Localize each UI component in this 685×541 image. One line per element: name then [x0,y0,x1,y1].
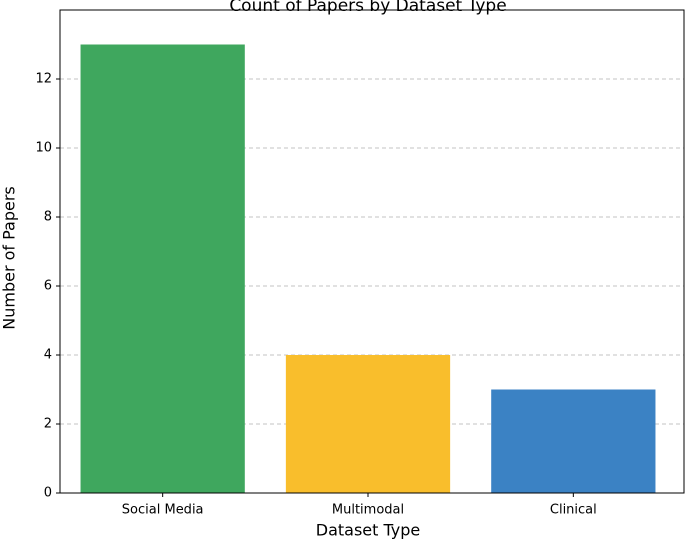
bar [491,389,656,493]
plot-frame [59,9,685,494]
y-axis-label: Number of Papers [0,186,19,330]
y-tick-label: 4 [44,348,52,363]
bar [80,44,245,493]
chart-title: Count of Papers by Dataset Type [229,0,506,16]
y-tick-label: 8 [44,210,52,225]
y-tick-label: 10 [35,141,52,156]
x-axis-label: Dataset Type [316,521,421,540]
bar [285,355,451,493]
y-tick-label: 6 [44,279,52,294]
x-tick-label: Multimodal [332,503,404,518]
y-tick-label: 12 [35,72,52,87]
x-tick-label: Social Media [122,503,204,518]
y-tick-label: 0 [44,486,52,501]
x-tick-label: Clinical [550,503,597,518]
y-tick-label: 2 [44,417,52,432]
